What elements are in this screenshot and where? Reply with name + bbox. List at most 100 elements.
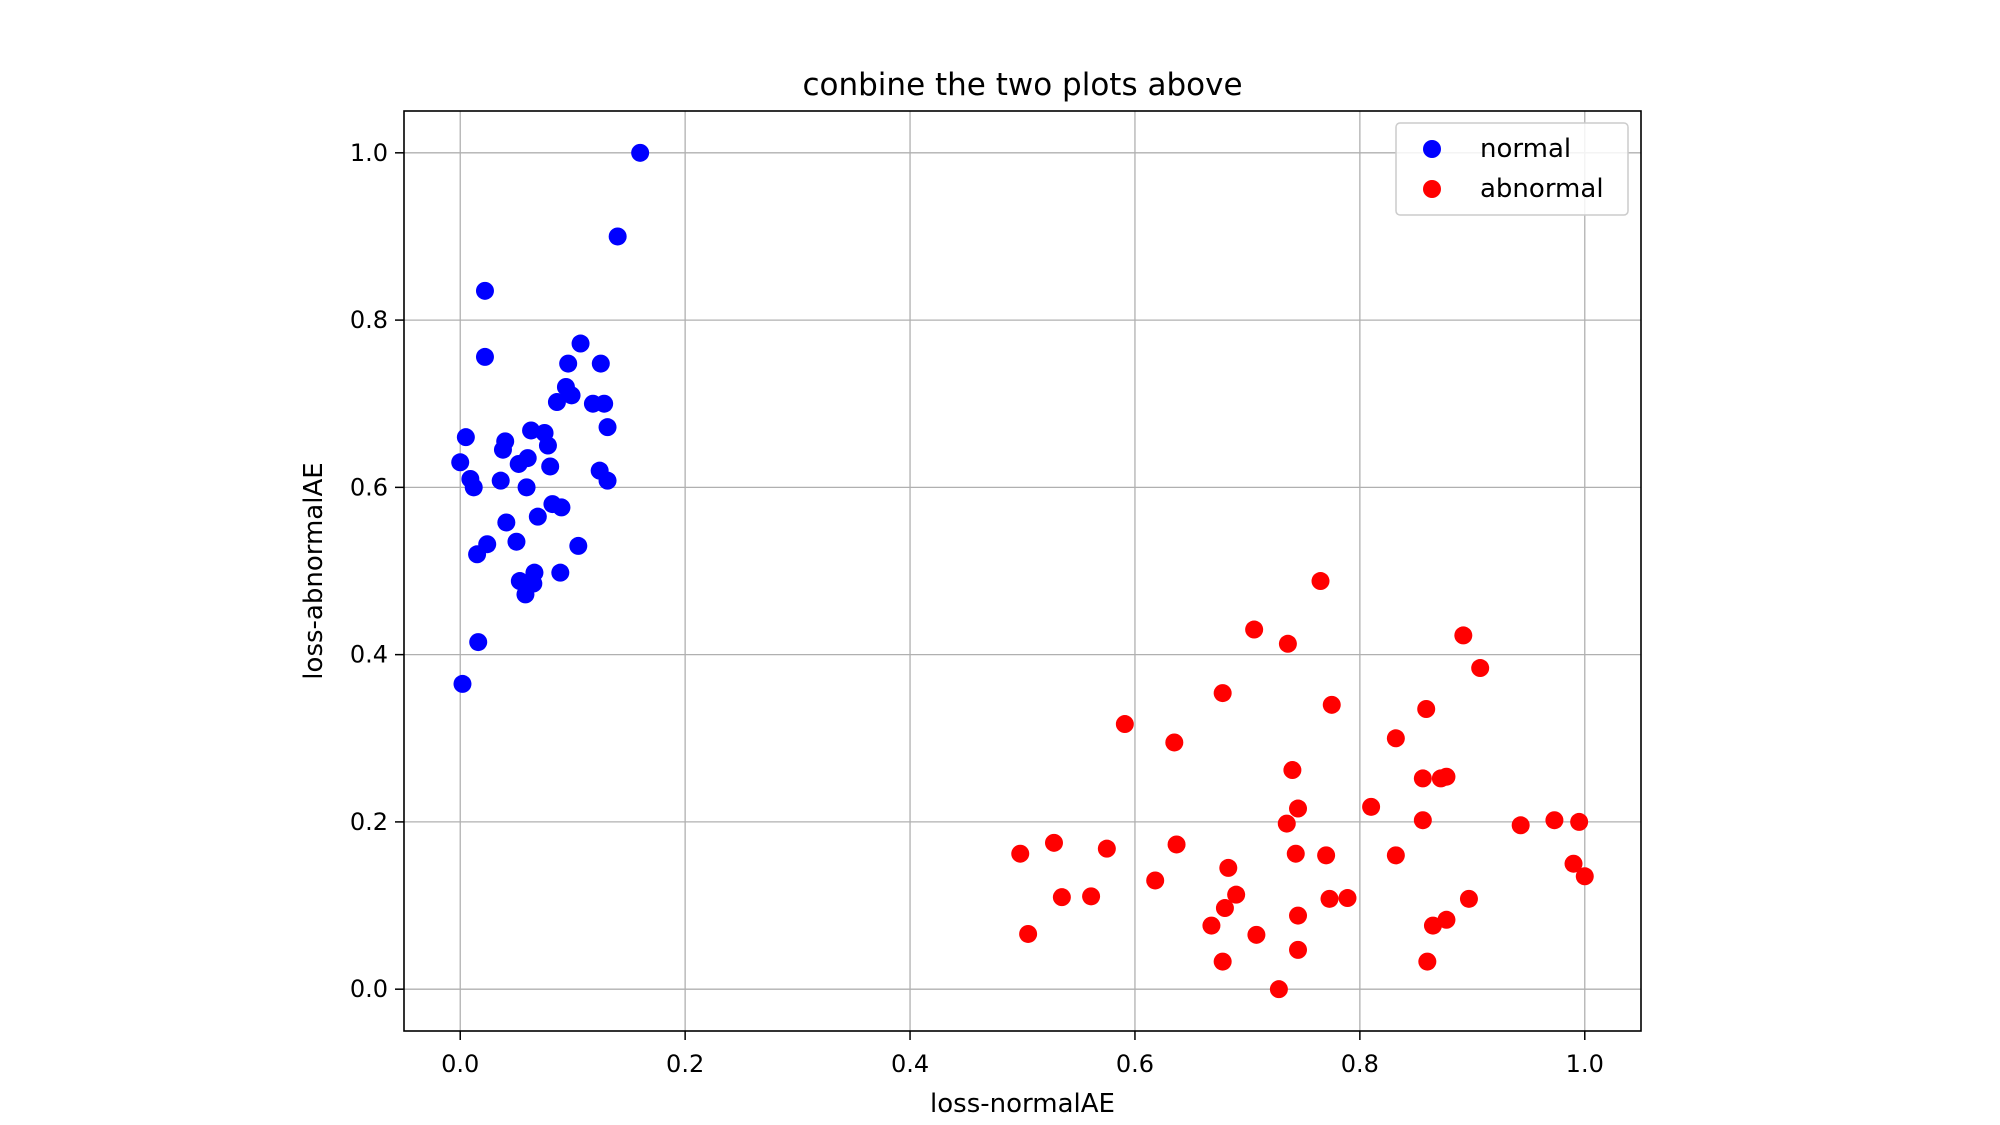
data-point-abnormal <box>1289 799 1308 818</box>
legend-marker-normal <box>1423 140 1441 158</box>
x-tick-label: 0.2 <box>666 1050 704 1078</box>
data-point-abnormal <box>1019 924 1038 943</box>
data-point-normal <box>608 227 627 246</box>
grid <box>404 111 1641 1031</box>
y-tick-label: 0.0 <box>350 975 388 1003</box>
data-point-abnormal <box>1245 620 1264 639</box>
data-point-abnormal <box>1459 889 1478 908</box>
data-point-abnormal <box>1418 952 1437 971</box>
data-point-normal <box>595 394 614 413</box>
data-point-abnormal <box>1511 816 1530 835</box>
legend-marker-abnormal <box>1423 180 1441 198</box>
x-tick-label: 0.4 <box>891 1050 929 1078</box>
data-point-abnormal <box>1437 910 1456 929</box>
data-point-normal <box>456 428 475 447</box>
data-point-normal <box>453 674 472 693</box>
data-point-abnormal <box>1437 767 1456 786</box>
x-tick-label: 0.0 <box>441 1050 479 1078</box>
data-point-abnormal <box>1454 626 1473 645</box>
data-point-normal <box>559 354 578 373</box>
data-point-abnormal <box>1227 885 1246 904</box>
data-point-abnormal <box>1277 814 1296 833</box>
x-tick-label: 1.0 <box>1566 1050 1604 1078</box>
data-point-abnormal <box>1471 659 1490 678</box>
data-point-normal <box>493 440 512 459</box>
data-point-abnormal <box>1213 684 1232 703</box>
data-point-abnormal <box>1167 835 1186 854</box>
data-point-abnormal <box>1269 980 1288 999</box>
y-tick-label: 0.6 <box>350 473 388 501</box>
legend-label-abnormal: abnormal <box>1480 174 1604 204</box>
data-point-abnormal <box>1320 889 1339 908</box>
data-point-abnormal <box>1413 811 1432 830</box>
legend-label-normal: normal <box>1480 134 1571 164</box>
data-point-normal <box>497 513 516 532</box>
data-point-normal <box>517 478 536 497</box>
data-point-normal <box>547 393 566 412</box>
data-point-abnormal <box>1115 715 1134 734</box>
data-point-abnormal <box>1165 733 1184 752</box>
data-point-abnormal <box>1570 812 1589 831</box>
data-point-normal <box>475 281 494 300</box>
data-point-abnormal <box>1575 867 1594 886</box>
data-point-abnormal <box>1289 940 1308 959</box>
data-points <box>451 143 1594 999</box>
data-point-normal <box>507 532 526 551</box>
data-point-abnormal <box>1215 899 1234 918</box>
y-tick-label: 0.4 <box>350 641 388 669</box>
y-tick-label: 0.8 <box>350 306 388 334</box>
data-point-abnormal <box>1317 846 1336 865</box>
data-point-normal <box>516 585 535 604</box>
y-tick-label: 1.0 <box>350 139 388 167</box>
data-point-normal <box>522 421 541 440</box>
data-point-normal <box>528 507 547 526</box>
data-point-abnormal <box>1097 839 1116 858</box>
x-axis-label: loss-normalAE <box>930 1089 1115 1119</box>
data-point-normal <box>541 457 560 476</box>
data-point-abnormal <box>1311 572 1330 591</box>
data-point-abnormal <box>1052 888 1071 907</box>
data-point-normal <box>469 633 488 652</box>
axis-ticks: 0.0 0.2 0.4 0.6 0.8 1.0 0.0 0.2 0.4 0.6 0.8 1.0 <box>350 139 1604 1078</box>
plot-frame <box>403 110 1642 1032</box>
data-point-normal <box>551 563 570 582</box>
data-point-normal <box>598 418 617 437</box>
data-point-abnormal <box>1278 634 1297 653</box>
data-point-abnormal <box>1247 925 1266 944</box>
data-point-normal <box>569 536 588 555</box>
data-point-normal <box>631 143 650 162</box>
data-point-abnormal <box>1564 854 1583 873</box>
data-point-normal <box>598 471 617 490</box>
data-point-abnormal <box>1082 887 1101 906</box>
data-point-abnormal <box>1146 871 1165 890</box>
legend: normal abnormal <box>1395 122 1629 216</box>
data-point-abnormal <box>1286 844 1305 863</box>
data-point-normal <box>475 347 494 366</box>
data-point-abnormal <box>1283 761 1302 780</box>
data-point-abnormal <box>1011 844 1030 863</box>
data-point-abnormal <box>1362 797 1381 816</box>
data-point-abnormal <box>1386 846 1405 865</box>
data-point-abnormal <box>1545 811 1564 830</box>
y-axis-label: loss-abnormalAE <box>299 462 329 679</box>
y-tick-label: 0.2 <box>350 808 388 836</box>
data-point-abnormal <box>1413 769 1432 788</box>
data-point-abnormal <box>1322 695 1341 714</box>
data-point-normal <box>451 453 470 472</box>
chart-title: conbine the two plots above <box>802 67 1242 103</box>
data-point-normal <box>562 386 581 405</box>
x-tick-label: 0.6 <box>1116 1050 1154 1078</box>
data-point-abnormal <box>1289 906 1308 925</box>
legend-box <box>1395 122 1629 216</box>
data-point-abnormal <box>1338 889 1357 908</box>
data-point-normal <box>509 454 528 473</box>
data-point-normal <box>468 545 487 564</box>
data-point-abnormal <box>1386 729 1405 748</box>
data-point-abnormal <box>1417 700 1436 718</box>
data-point-abnormal <box>1044 833 1063 852</box>
data-point-normal <box>464 478 483 497</box>
data-point-normal <box>591 354 610 373</box>
data-point-abnormal <box>1423 916 1442 935</box>
